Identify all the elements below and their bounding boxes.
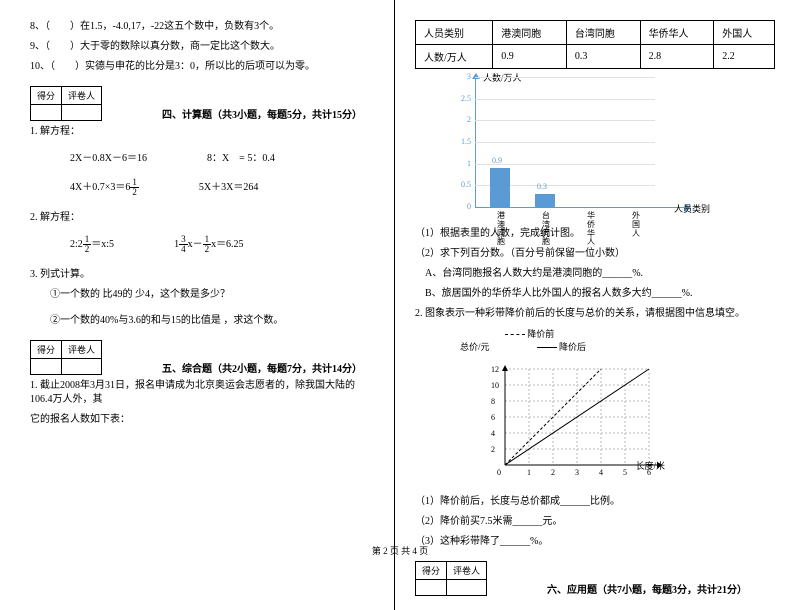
- svg-text:4: 4: [599, 468, 603, 477]
- bar-value-label: 0.3: [537, 182, 547, 191]
- category-label: 外国人: [630, 212, 642, 238]
- q4-1: 1. 解方程：: [30, 125, 374, 139]
- svg-text:3: 3: [575, 468, 579, 477]
- x-label-2: 长度/米: [635, 459, 665, 472]
- cell-v1: 0.9: [493, 45, 567, 69]
- question-8: 8、（ ）在1.5，-4.0,17，-22这五个数中，负数有3个。: [30, 20, 374, 34]
- svg-text:12: 12: [491, 365, 499, 374]
- y-tick: 0: [455, 202, 471, 211]
- q4-3-2: ②一个数的40%与3.6的和与15的比值是 ，求这个数。: [50, 314, 374, 328]
- data-table: 人员类别 港澳同胞 台湾同胞 华侨华人 外国人 人数/万人 0.9 0.3 2.…: [415, 20, 775, 69]
- eq-1a: 2X－0.8X－6＝16: [70, 149, 147, 164]
- svg-text:4: 4: [491, 429, 495, 438]
- y-tick: 2: [455, 115, 471, 124]
- cell-v2: 0.3: [566, 45, 640, 69]
- th-foreign: 外国人: [714, 21, 775, 45]
- equation-row-1: 2X－0.8X－6＝16 8：X = 5：0.4: [70, 149, 374, 164]
- right-column: 人员类别 港澳同胞 台湾同胞 华侨华人 外国人 人数/万人 0.9 0.3 2.…: [395, 0, 800, 610]
- svg-text:8: 8: [491, 397, 495, 406]
- score-label: 得分: [31, 87, 62, 105]
- eq-3b: 134x－12x＝6.25: [174, 235, 244, 254]
- solid-line-icon: [537, 347, 557, 348]
- y-tick: 2.5: [455, 94, 471, 103]
- q2-2: （2）降价前买7.5米需______元。: [415, 515, 780, 529]
- y-tick: 3: [455, 72, 471, 81]
- q4-3-1: ①一个数的 比49的 少4，这个数是多少？: [50, 288, 374, 302]
- y-tick: 0.5: [455, 180, 471, 189]
- svg-text:0: 0: [497, 468, 501, 477]
- y-tick: 1: [455, 159, 471, 168]
- th-overseas: 华侨华人: [640, 21, 714, 45]
- left-column: 8、（ ）在1.5，-4.0,17，-22这五个数中，负数有3个。 9、（ ）大…: [0, 0, 395, 610]
- chart-legend: 降价前 总价/元 降价后: [505, 327, 780, 353]
- eq-2b: 5X＋3X＝264: [199, 178, 258, 197]
- q5-1a: 1. 截止2008年3月31日，报名申请成为北京奥运会志愿者的，除我国大陆的10…: [30, 379, 374, 407]
- dash-line-icon: [505, 334, 525, 335]
- page-footer: 第 2 页 共 4 页: [0, 544, 800, 557]
- category-label: 台湾同胞: [540, 212, 552, 247]
- eq-2a: 4X＋0.7×3＝612: [70, 178, 139, 197]
- question-10: 10、（ ）实德与申花的比分是3：0，所以比的后项可以为零。: [30, 60, 374, 74]
- score-box-6: 得分评卷人 六、应用题（共7小题，每题3分，共计21分）: [415, 561, 780, 596]
- eq-1b: 8：X = 5：0.4: [207, 149, 275, 164]
- q1-2: （2）求下列百分数。（百分号前保留一位小数）: [415, 247, 780, 261]
- q4-2: 2. 解方程：: [30, 211, 374, 225]
- q5-1b: 它的报名人数如下表：: [30, 413, 374, 427]
- q1-2a: A、台湾同胞报名人数大约是港澳同胞的______%.: [425, 267, 780, 281]
- y-tick: 1.5: [455, 137, 471, 146]
- grader-label: 评卷人: [62, 87, 102, 105]
- svg-text:10: 10: [491, 381, 499, 390]
- category-label: 华侨华人: [585, 212, 597, 247]
- eq-3a: 2:212＝x:5: [70, 235, 114, 254]
- q1-1: （1）根据表里的人数，完成统计图。: [415, 227, 780, 241]
- arrow-y-icon: [472, 73, 480, 79]
- y-label-2: 总价/元: [460, 342, 490, 352]
- cell-v3: 2.8: [640, 45, 714, 69]
- x-axis-label: 人员类别: [674, 202, 710, 215]
- q4-3: 3. 列式计算。: [30, 268, 374, 282]
- th-tw: 台湾同胞: [566, 21, 640, 45]
- section-6-title: 六、应用题（共7小题，每题3分，共计21分）: [547, 581, 747, 596]
- equation-row-2: 4X＋0.7×3＝612 5X＋3X＝264: [70, 178, 374, 197]
- equation-row-3: 2:212＝x:5 134x－12x＝6.25: [70, 235, 374, 254]
- th-category: 人员类别: [416, 21, 493, 45]
- th-hk: 港澳同胞: [493, 21, 567, 45]
- q1-2b: B、旅居国外的华侨华人比外国人的报名人数多大约______%.: [425, 287, 780, 301]
- svg-text:1: 1: [527, 468, 531, 477]
- x-axis: [475, 207, 685, 208]
- cell-v4: 2.2: [714, 45, 775, 69]
- score-table: 得分评卷人: [415, 561, 487, 596]
- svg-text:2: 2: [551, 468, 555, 477]
- q2: 2. 图象表示一种彩带降价前后的长度与总价的关系，请根据图中信息填空。: [415, 307, 780, 321]
- q2-1: （1）降价前后，长度与总价都成______比例。: [415, 495, 780, 509]
- score-table: 得分评卷人: [30, 340, 102, 375]
- score-box-5: 得分评卷人 五、综合题（共2小题，每题7分，共计14分）: [30, 340, 374, 375]
- row-label: 人数/万人: [416, 45, 493, 69]
- line-chart: 123456246810120 长度/米: [475, 359, 665, 489]
- svg-text:2: 2: [491, 445, 495, 454]
- question-9: 9、（ ）大于零的数除以真分数，商一定比这个数大。: [30, 40, 374, 54]
- svg-text:5: 5: [623, 468, 627, 477]
- bar: [535, 194, 555, 207]
- category-label: 港澳同胞: [495, 212, 507, 247]
- section-4-title: 四、计算题（共3小题，每题5分，共计15分）: [162, 106, 362, 121]
- bar: [490, 168, 510, 207]
- score-box-4: 得分评卷人 四、计算题（共3小题，每题5分，共计15分）: [30, 86, 374, 121]
- section-5-title: 五、综合题（共2小题，每题7分，共计14分）: [162, 360, 362, 375]
- score-table: 得分评卷人: [30, 86, 102, 121]
- bar-value-label: 0.9: [492, 156, 502, 165]
- frac: 12: [130, 178, 139, 197]
- svg-text:6: 6: [491, 413, 495, 422]
- bar-chart: 人数/万人 人员类别 00.511.522.53港澳同胞台湾同胞华侨华人外国人0…: [445, 77, 705, 227]
